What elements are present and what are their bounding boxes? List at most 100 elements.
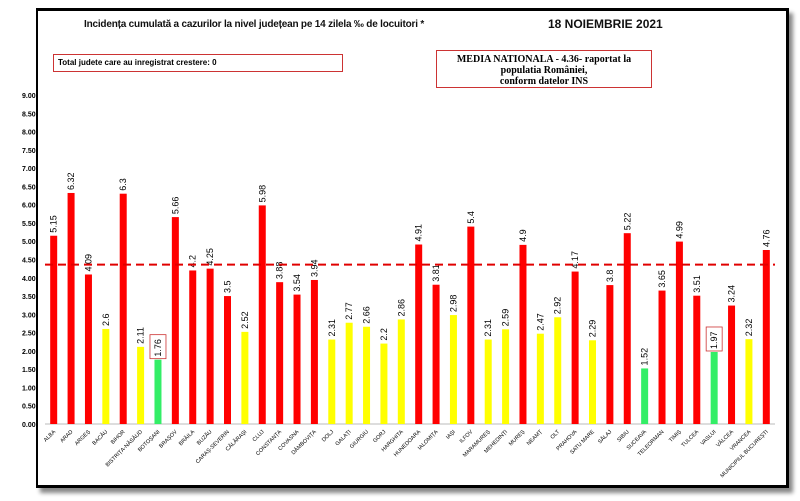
chart-date: 18 NOIEMBRIE 2021 [548, 17, 663, 31]
y-tick-label: 8.50 [22, 111, 36, 118]
bar [119, 193, 127, 424]
data-label: 1.76 [153, 339, 163, 357]
data-label: 1.97 [709, 331, 719, 349]
data-label: 5.15 [49, 215, 59, 233]
bar [623, 233, 631, 424]
bar [554, 317, 562, 424]
bar [102, 328, 110, 424]
bar [84, 274, 92, 424]
data-label: 2.31 [483, 319, 493, 337]
bar [397, 319, 405, 424]
y-tick-label: 0.00 [22, 422, 36, 429]
national-average-note: MEDIA NATIONALA - 4.36- raportat la popu… [436, 50, 652, 88]
bar [658, 290, 666, 424]
bar [328, 339, 336, 424]
y-tick-label: 5.00 [22, 239, 36, 246]
x-tick-label: SIBIU [616, 429, 630, 443]
x-tick-label: DOLJ [321, 429, 335, 443]
bar [293, 294, 301, 424]
data-label: 4.99 [674, 221, 684, 239]
y-tick-label: 6.50 [22, 184, 36, 191]
x-tick-label: CLUJ [252, 429, 266, 443]
bar [728, 305, 736, 424]
y-tick-label: 8.00 [22, 130, 36, 137]
y-tick-label: 3.00 [22, 312, 36, 319]
data-label: 2.11 [136, 327, 146, 344]
data-label: 4.76 [761, 229, 771, 247]
data-label: 2.31 [327, 319, 337, 337]
x-tick-label: BACĂU [91, 428, 109, 446]
data-label: 4.2 [188, 255, 198, 268]
y-tick-label: 7.50 [22, 148, 36, 155]
bar [519, 244, 527, 424]
bar [276, 282, 284, 424]
x-tick-label: OLT [550, 429, 562, 441]
label-box [705, 326, 723, 352]
data-label: 5.66 [170, 197, 180, 215]
chart-title: Incidența cumulată a cazurilor la nivel … [84, 19, 425, 30]
x-tick-label: ALBA [43, 429, 57, 443]
data-label: 2.86 [396, 299, 406, 317]
data-label: 3.65 [657, 270, 667, 288]
bar [693, 295, 701, 424]
x-tick-label: BRĂILA [177, 428, 196, 447]
data-label: 4.91 [414, 224, 424, 242]
bar [432, 284, 440, 424]
data-label: 6.32 [66, 172, 76, 190]
bar [363, 326, 371, 424]
bar [345, 322, 353, 424]
data-label: 5.4 [466, 211, 476, 224]
data-label: 4.09 [83, 254, 93, 272]
x-tick-label: GORJ [372, 429, 387, 444]
bar [380, 343, 388, 424]
data-label: 2.92 [553, 297, 563, 315]
bar [154, 359, 162, 424]
bar [745, 339, 753, 424]
increase-note: Total judete care au inregistrat crester… [53, 54, 343, 72]
bar [137, 346, 145, 424]
bar [675, 241, 683, 424]
bar [415, 244, 423, 424]
x-tick-label: MUREȘ [508, 429, 527, 448]
bar [50, 235, 58, 424]
data-label: 3.54 [292, 274, 302, 292]
bar [571, 271, 579, 424]
data-label: 4.17 [570, 251, 580, 269]
data-label: 2.32 [744, 319, 754, 337]
x-tick-label: NEAMȚ [526, 429, 544, 447]
bar [536, 333, 544, 424]
data-label: 1.52 [640, 348, 650, 366]
national-average-line2: conform datelor INS [499, 76, 589, 87]
bar [762, 249, 770, 424]
y-tick-label: 1.00 [22, 385, 36, 392]
data-label: 5.98 [257, 185, 267, 203]
bar [224, 296, 231, 424]
bar [606, 285, 614, 424]
data-label: 3.5 [223, 281, 233, 294]
bar [67, 192, 75, 424]
data-label: 2.6 [101, 313, 111, 326]
x-tick-label: ARGEȘ [74, 429, 92, 447]
bar [206, 268, 214, 424]
y-tick-label: 1.50 [22, 367, 36, 374]
bar [484, 339, 492, 424]
bar [449, 315, 457, 424]
x-tick-label: ILFOV [459, 429, 475, 445]
data-label: 4.25 [205, 248, 215, 266]
bar [241, 331, 249, 424]
data-label: 3.94 [309, 259, 319, 277]
x-tick-label: GIURGIU [349, 429, 370, 450]
label-box [149, 334, 167, 360]
data-label: 2.66 [362, 306, 372, 324]
y-tick-label: 4.50 [22, 258, 36, 265]
x-tick-label: TULCEA [681, 429, 701, 449]
bar [589, 340, 596, 424]
x-tick-label: BRAȘOV [158, 429, 179, 450]
data-label: 2.52 [240, 311, 250, 329]
bar [310, 279, 318, 424]
bar [171, 217, 179, 424]
bar [641, 368, 649, 424]
y-tick-label: 7.00 [22, 166, 36, 173]
data-label: 3.51 [692, 275, 702, 293]
